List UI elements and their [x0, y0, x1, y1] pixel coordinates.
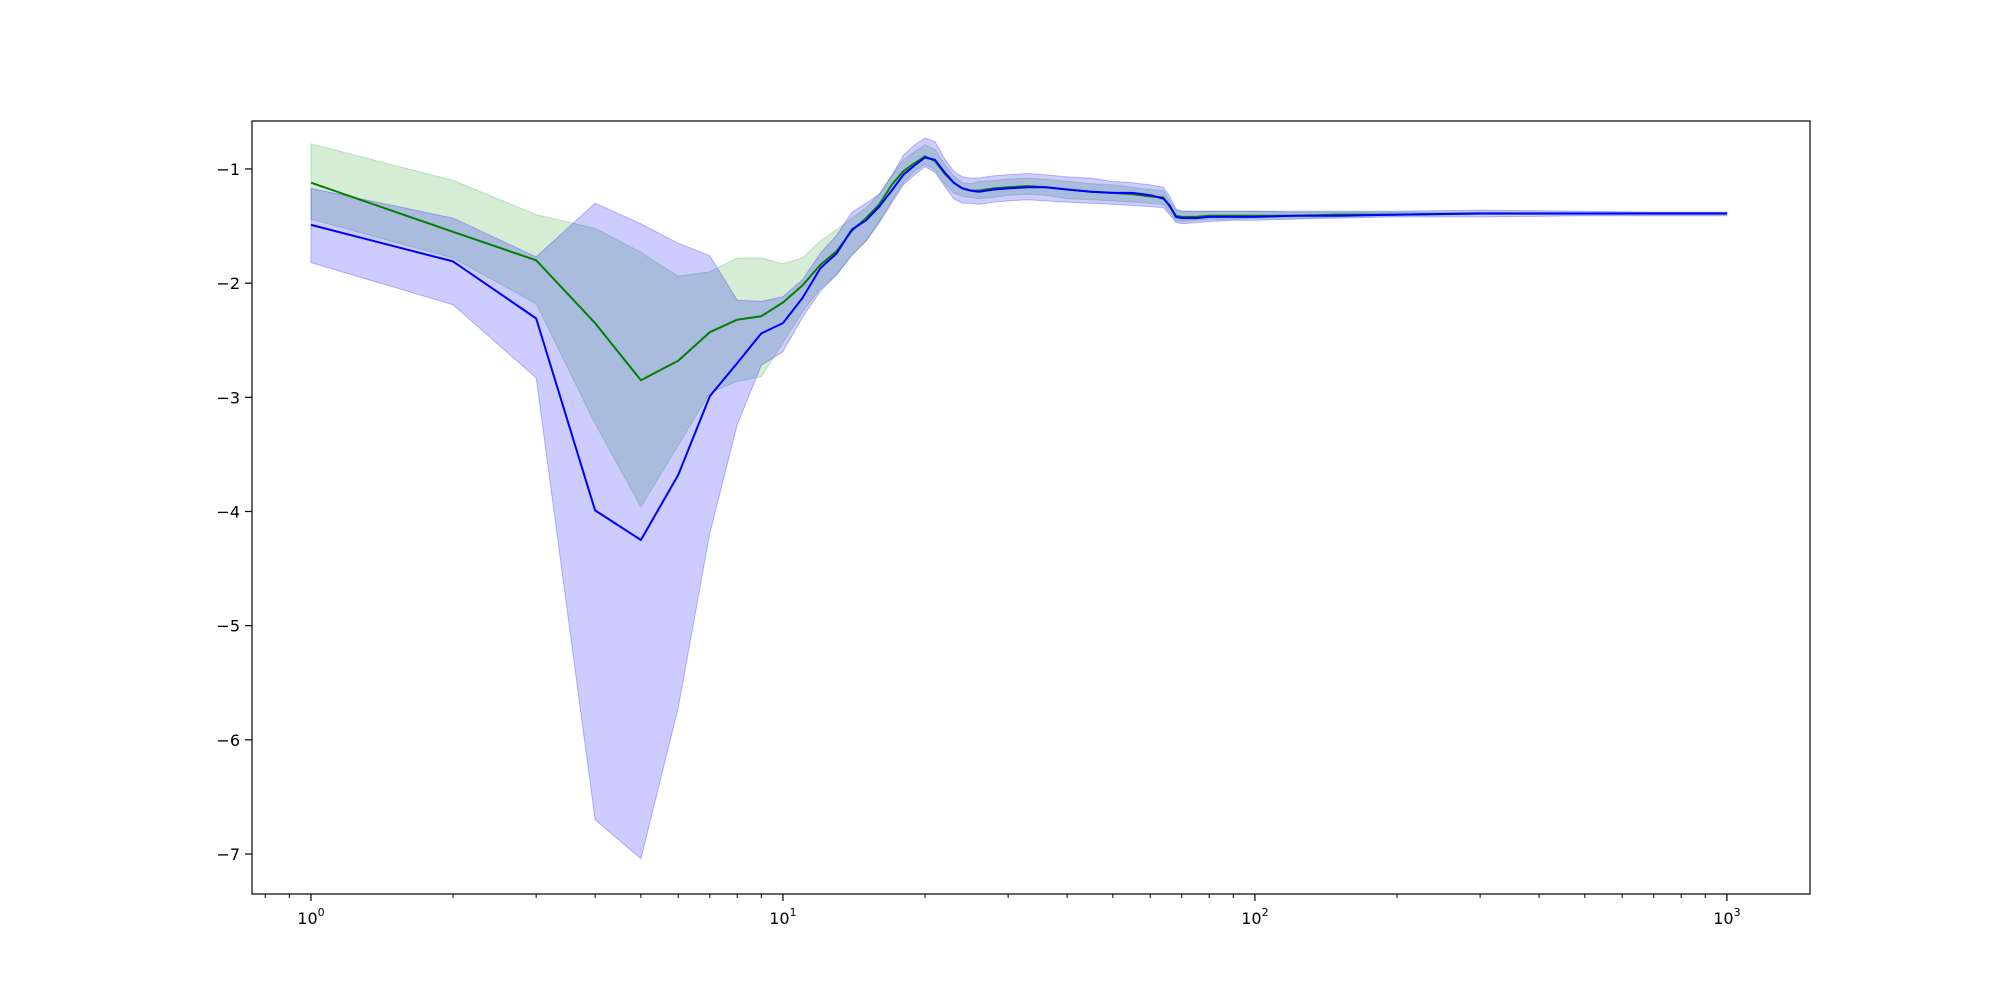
series-1-band — [310, 143, 1728, 508]
series-2-band — [310, 137, 1728, 860]
y-tick-label: −2 — [216, 274, 240, 293]
y-tick-label: −6 — [216, 731, 240, 750]
confidence-bands — [310, 137, 1728, 860]
y-tick-label: −5 — [216, 617, 240, 636]
y-tick-label: −7 — [216, 845, 240, 864]
y-tick-label: −1 — [216, 160, 240, 179]
x-axis: 100 101 102 103 — [264, 894, 1741, 928]
y-tick-label: −4 — [216, 502, 240, 521]
series-lines — [310, 155, 1727, 541]
x-tick-label: 103 — [1713, 906, 1740, 928]
plot-area-frame — [251, 120, 1811, 895]
y-axis: −1 −2 −3 −4 −5 −6 −7 — [216, 160, 252, 864]
series-2-line — [310, 156, 1727, 541]
x-tick-label: 102 — [1241, 906, 1268, 928]
y-tick-label: −3 — [216, 388, 240, 407]
x-tick-label: 101 — [769, 906, 796, 928]
x-tick-label: 100 — [297, 906, 324, 928]
